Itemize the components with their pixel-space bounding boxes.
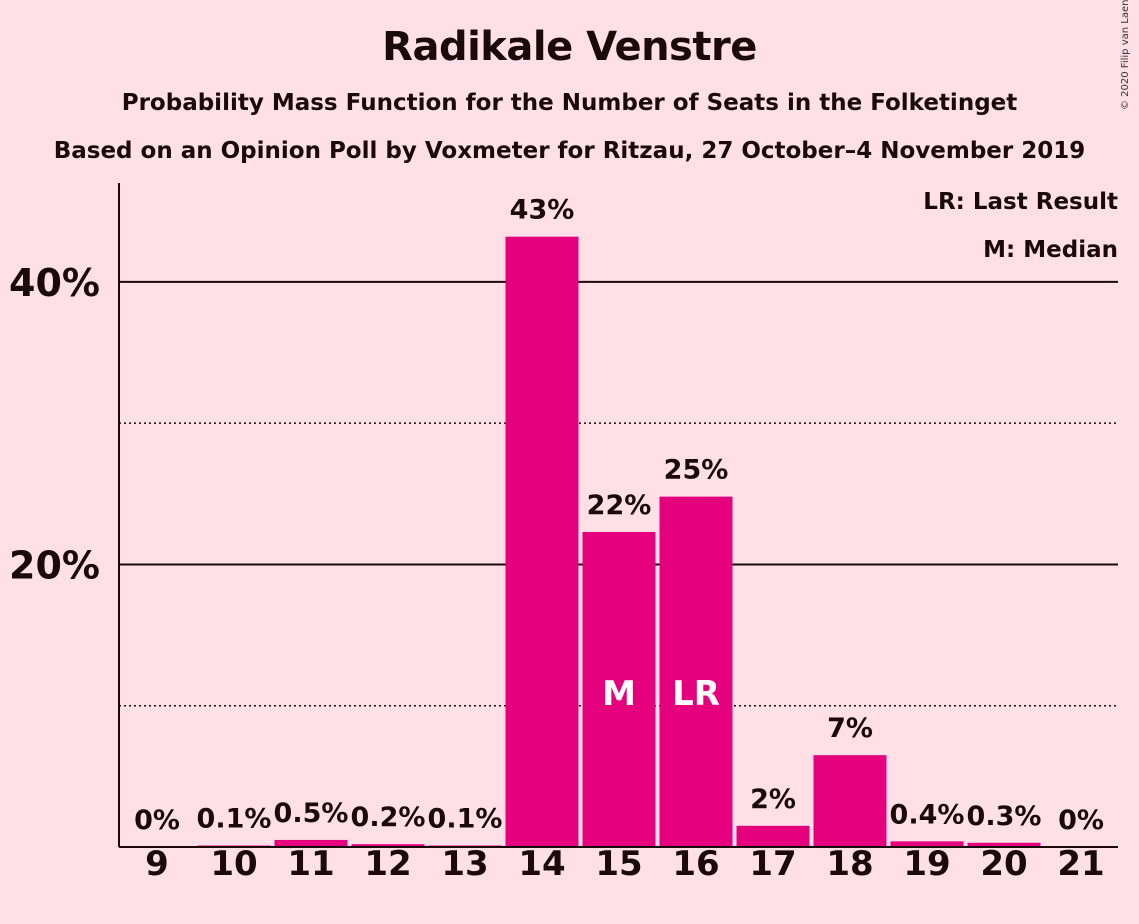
bar bbox=[582, 531, 656, 847]
x-tick-label: 19 bbox=[903, 844, 950, 884]
bar bbox=[967, 842, 1041, 847]
last-result-marker: LR bbox=[672, 674, 720, 714]
median-marker: M bbox=[602, 674, 636, 714]
data-label: 0.1% bbox=[197, 804, 272, 835]
y-tick-labels: 20% 40% bbox=[9, 261, 100, 588]
x-tick-label: 17 bbox=[749, 844, 796, 884]
bar bbox=[736, 825, 810, 847]
data-label: 25% bbox=[664, 455, 729, 486]
data-label: 0.3% bbox=[967, 801, 1042, 832]
x-tick-label: 18 bbox=[826, 844, 873, 884]
data-label: 0.2% bbox=[351, 802, 426, 833]
x-tick-label: 13 bbox=[441, 844, 488, 884]
bar bbox=[505, 236, 579, 847]
bar bbox=[351, 844, 425, 847]
data-label: 0.5% bbox=[274, 798, 349, 829]
x-tick-label: 20 bbox=[980, 844, 1027, 884]
data-label: 43% bbox=[510, 195, 575, 226]
legend-median: M: Median bbox=[983, 237, 1118, 263]
chart-title: Radikale Venstre bbox=[382, 24, 757, 70]
value-labels: 0% 0.1% 0.5% 0.2% 0.1%43%22%M25%LR2%7%0.4% 0.… bbox=[134, 195, 1104, 836]
x-tick-label: 10 bbox=[210, 844, 257, 884]
data-label: 2% bbox=[750, 784, 796, 815]
x-tick-labels: 9 10 11 12 13 14 15 16 17 18 19 20 21 bbox=[145, 844, 1105, 884]
bar bbox=[659, 496, 733, 847]
y-tick-label: 40% bbox=[9, 261, 100, 305]
x-tick-label: 21 bbox=[1057, 844, 1104, 884]
y-tick-label: 20% bbox=[9, 543, 100, 587]
data-label: 0% bbox=[134, 805, 180, 836]
bar bbox=[274, 839, 348, 847]
data-label: 0.4% bbox=[890, 799, 965, 830]
x-tick-label: 11 bbox=[287, 844, 334, 884]
data-label: 0.1% bbox=[428, 804, 503, 835]
x-tick-label: 14 bbox=[518, 844, 565, 884]
x-tick-label: 12 bbox=[364, 844, 411, 884]
x-tick-label: 9 bbox=[145, 844, 169, 884]
data-label: 22% bbox=[587, 490, 652, 521]
data-label: 0% bbox=[1058, 805, 1104, 836]
chart-subtitle: Probability Mass Function for the Number… bbox=[121, 90, 1018, 116]
x-tick-label: 16 bbox=[672, 844, 719, 884]
bar bbox=[813, 755, 887, 847]
chart-subtitle-source: Based on an Opinion Poll by Voxmeter for… bbox=[53, 138, 1086, 164]
x-tick-label: 15 bbox=[595, 844, 642, 884]
legend-last-result: LR: Last Result bbox=[923, 189, 1118, 215]
data-label: 7% bbox=[827, 713, 873, 744]
bars bbox=[197, 236, 1041, 847]
bar bbox=[890, 841, 964, 847]
